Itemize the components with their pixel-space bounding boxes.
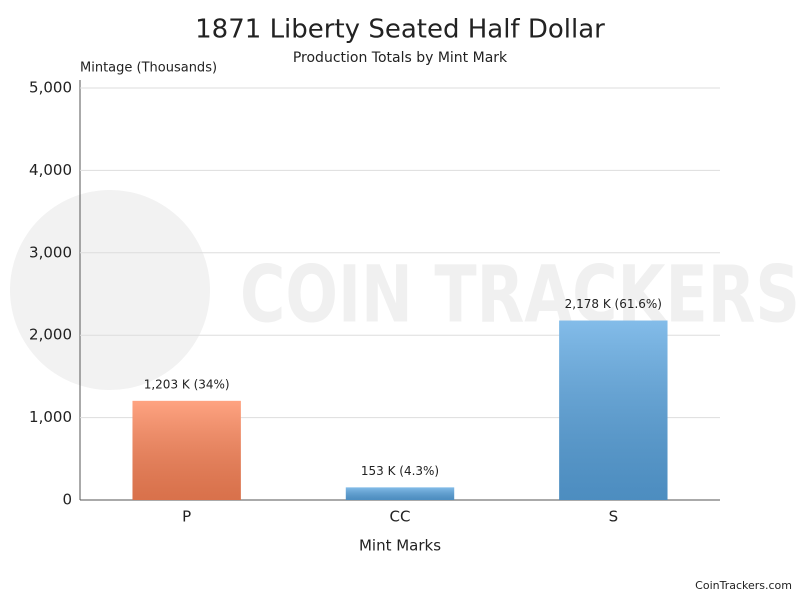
x-tick-label: S (609, 508, 619, 526)
chart-title: 1871 Liberty Seated Half Dollar (195, 15, 605, 45)
credit: CoinTrackers.com (695, 579, 792, 592)
y-axis-label: Mintage (Thousands) (80, 61, 217, 76)
data-label: 153 K (4.3%) (361, 464, 439, 478)
watermark: COIN TRACKERS (240, 250, 800, 340)
y-tick-label: 5,000 (29, 79, 72, 97)
y-tick-label: 2,000 (29, 326, 72, 344)
x-tick-label: CC (390, 508, 411, 526)
bar (345, 487, 455, 500)
y-tick-label: 3,000 (29, 243, 72, 261)
x-tick-label: P (182, 508, 191, 526)
watermark-logo (10, 190, 210, 390)
y-tick-label: 0 (62, 491, 72, 509)
bar (132, 400, 241, 500)
data-label: 1,203 K (34%) (144, 377, 230, 391)
y-tick-label: 1,000 (29, 408, 72, 426)
x-axis-label: Mint Marks (359, 537, 441, 555)
data-label: 2,178 K (61.6%) (565, 297, 662, 311)
bar (559, 320, 668, 500)
chart-subtitle: Production Totals by Mint Mark (293, 50, 508, 66)
y-tick-label: 4,000 (29, 161, 72, 179)
